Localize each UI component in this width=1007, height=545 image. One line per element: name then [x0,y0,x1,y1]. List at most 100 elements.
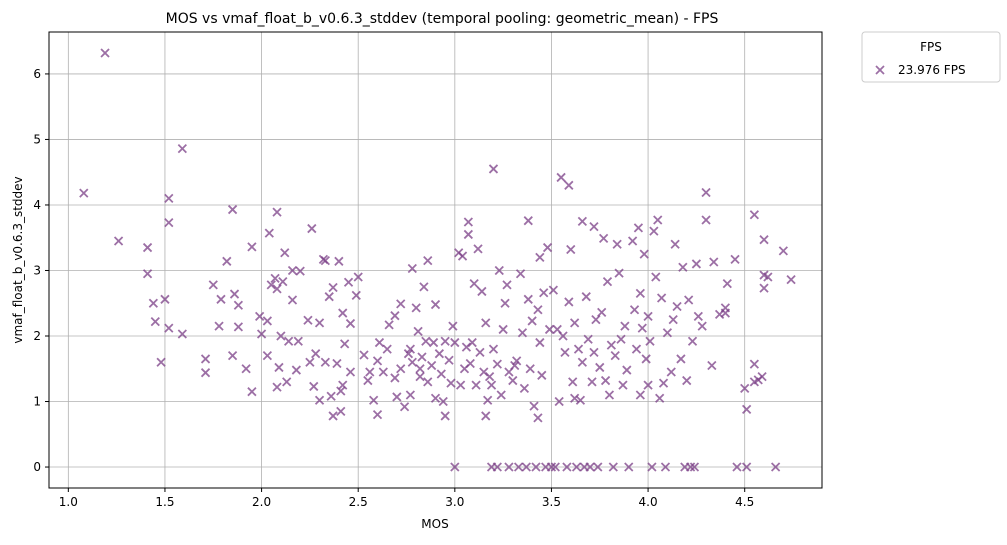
data-point [618,380,628,390]
data-point [741,462,752,472]
data-point [428,337,439,348]
data-point [529,401,539,411]
data-point [336,406,346,416]
data-point [481,318,491,328]
data-point [564,297,574,307]
data-point [471,380,481,390]
data-point [423,377,433,387]
data-point [227,204,238,215]
data-point [365,367,375,377]
data-point [467,337,477,348]
data-point [678,262,688,272]
data-point [440,336,450,346]
data-point [517,328,528,338]
data-point [407,357,417,367]
data-point [469,278,479,289]
data-point [655,393,665,403]
data-point [423,256,433,266]
data-point [535,252,545,263]
data-point [627,236,638,246]
data-point [287,265,298,276]
data-point [778,246,788,256]
data-point [502,280,512,290]
data-point [256,329,267,339]
data-point [351,290,361,301]
data-point [732,462,742,472]
data-point [142,242,153,253]
data-point [434,349,445,359]
data-point [635,390,645,400]
chart-title: MOS vs vmaf_float_b_v0.6.3_stddev (tempo… [166,11,719,27]
data-point [266,280,276,290]
data-point [282,377,292,387]
data-point [374,337,385,348]
data-point [303,315,313,325]
data-point [643,311,653,321]
data-point [670,239,680,249]
data-point [415,364,425,374]
data-point [707,360,717,371]
data-point [527,316,537,326]
data-point [440,411,450,421]
y-tick-label: 5 [33,132,41,146]
data-point [272,382,282,392]
data-point [113,236,124,246]
data-points [79,48,796,472]
data-point [324,292,334,302]
data-point [730,254,740,264]
data-point [345,318,356,329]
data-point [757,371,767,382]
data-point [558,331,568,341]
data-point [697,321,707,331]
data-point [457,251,468,261]
x-tick-label: 4.5 [735,495,754,509]
data-point [336,386,346,396]
data-point [597,307,607,318]
data-point [200,368,211,378]
y-tick-label: 3 [33,263,41,277]
data-point [164,218,174,228]
data-point [419,282,429,292]
data-point [492,462,502,472]
data-point [693,311,703,321]
data-point [662,328,673,338]
data-point [392,392,402,402]
data-point [687,336,698,346]
x-axis-label: MOS [421,517,448,531]
data-point [255,311,265,321]
data-point [320,357,330,367]
data-point [577,357,588,367]
data-point [272,207,282,217]
data-point [475,347,485,358]
data-point [722,278,732,289]
data-point [272,284,282,294]
data-point [270,273,280,283]
data-point [142,269,153,279]
data-point [585,462,595,472]
data-point [643,380,653,390]
data-point [150,316,160,327]
data-point [500,298,510,308]
data-point [463,229,473,240]
data-point [320,256,330,266]
data-point [740,383,750,394]
data-point [227,351,238,361]
data-point [247,387,257,397]
data-point [417,352,427,362]
data-point [233,322,244,332]
data-point [496,390,506,400]
data-point [531,462,541,472]
data-point [338,380,348,390]
data-point [481,411,491,421]
data-point [504,462,514,472]
data-point [606,340,616,350]
data-point [651,272,661,282]
y-tick-label: 2 [33,329,41,343]
data-point [311,349,321,359]
data-point [539,288,549,298]
data-point [314,318,325,328]
data-point [635,288,645,299]
data-point [488,344,499,354]
data-point [645,336,655,346]
